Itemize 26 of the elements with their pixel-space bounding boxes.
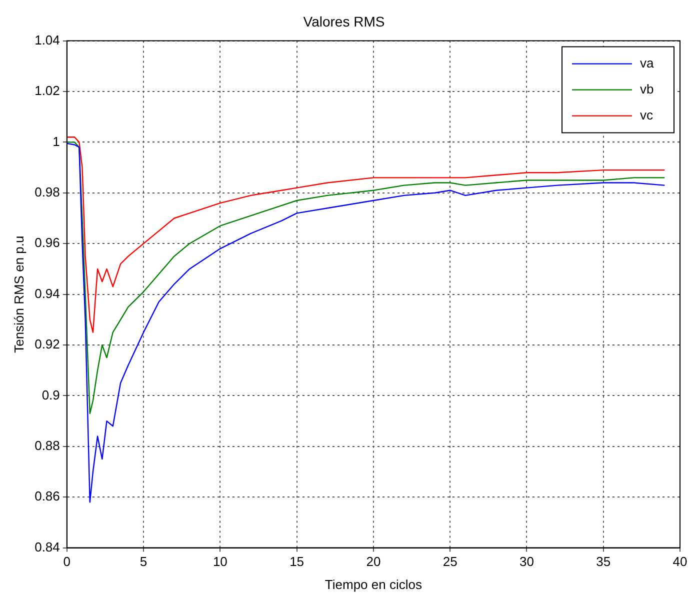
x-axis-title: Tiempo en ciclos: [324, 576, 422, 592]
x-tick-label: 25: [442, 554, 458, 570]
x-tick-label: 40: [672, 554, 688, 570]
x-tick-label: 15: [290, 554, 304, 570]
y-tick-label: 0.84: [34, 539, 60, 554]
y-tick-label: 1.04: [34, 32, 60, 48]
legend-label: vb: [640, 81, 654, 96]
y-tick-label: 1: [52, 134, 60, 149]
y-tick-label: 0.96: [34, 235, 60, 250]
y-tick-label: 0.86: [34, 488, 60, 504]
x-tick-label: 10: [212, 554, 228, 570]
y-tick-label: 0.88: [34, 438, 60, 453]
y-axis-title: Tensión RMS en p.u: [11, 236, 26, 353]
legend-label: va: [640, 55, 654, 70]
x-tick-label: 35: [596, 554, 611, 570]
legend-label: vc: [640, 107, 654, 122]
x-tick-label: 30: [519, 554, 534, 570]
y-tick-label: 0.98: [34, 184, 60, 200]
y-tick-label: 0.92: [34, 336, 60, 352]
y-tick-label: 1.02: [34, 83, 60, 98]
chart-title: Valores RMS: [303, 13, 385, 30]
x-tick-label: 5: [140, 554, 148, 570]
x-tick-label: 0: [63, 554, 71, 570]
x-tick-label: 20: [366, 554, 381, 570]
y-tick-label: 0.9: [42, 387, 60, 402]
y-tick-label: 0.94: [34, 286, 60, 301]
